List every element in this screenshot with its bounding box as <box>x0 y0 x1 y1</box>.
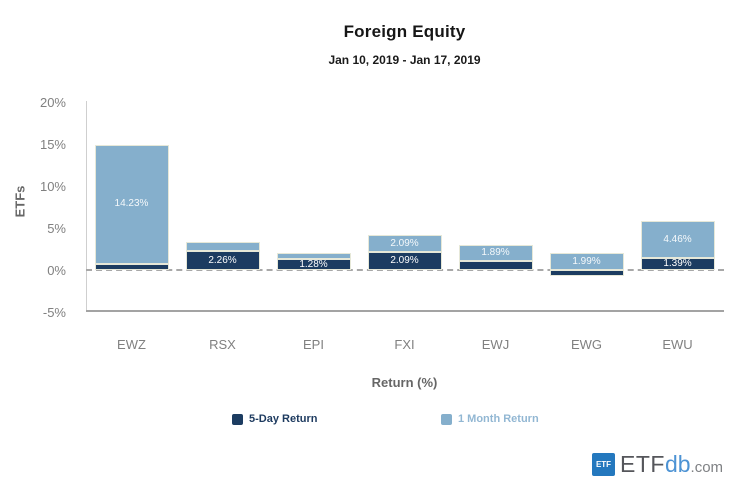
bar-1month-ewj[interactable]: 1.89% <box>458 244 533 261</box>
etfdb-logo[interactable]: ETF ETF db .com <box>592 451 723 478</box>
bar-5day-epi[interactable]: 1.28% <box>276 258 351 270</box>
x-tick-label-ewg: EWG <box>570 337 603 352</box>
bar-value-label: 2.09% <box>390 237 419 249</box>
x-tick-label-epi: EPI <box>303 337 324 352</box>
bar-1month-rsx[interactable] <box>185 241 260 251</box>
x-axis-title: Return (%) <box>371 375 438 390</box>
bar-1month-ewz[interactable]: 14.23% <box>94 144 169 265</box>
zero-baseline <box>86 269 724 271</box>
y-tick-label: 15% <box>39 137 66 152</box>
y-tick-label: -5% <box>42 305 66 320</box>
bar-1month-epi[interactable] <box>276 253 351 260</box>
bar-value-label: 1.99% <box>572 255 601 267</box>
x-tick-label-ewu: EWU <box>662 337 693 352</box>
x-tick-label-ewz: EWZ <box>117 337 146 352</box>
y-axis-line <box>86 101 87 312</box>
etfdb-logo-etf-text: ETF <box>620 451 665 477</box>
chart-title: Foreign Equity <box>343 22 466 41</box>
bar-5day-ewu[interactable]: 1.39% <box>640 258 715 270</box>
bar-5day-rsx[interactable]: 2.26% <box>185 251 260 270</box>
y-tick-label: 5% <box>47 221 66 236</box>
bar-value-label: 14.23% <box>114 198 149 210</box>
legend-swatch-icon <box>441 413 452 425</box>
legend-item-1month-return[interactable]: 1 Month Return <box>441 413 539 425</box>
bar-value-label: 1.28% <box>299 258 328 270</box>
bar-1month-ewu[interactable]: 4.46% <box>640 220 715 259</box>
bar-value-label: 2.26% <box>208 254 237 266</box>
legend-label: 5-Day Return <box>249 413 318 425</box>
etfdb-logo-com-text: .com <box>690 459 724 476</box>
bar-1month-fxi[interactable]: 2.09% <box>367 234 442 253</box>
bar-5day-ewj[interactable] <box>458 260 533 270</box>
x-tick-label-fxi: FXI <box>394 337 415 352</box>
bar-value-label: 2.09% <box>390 255 419 267</box>
etfdb-logo-db-text: db <box>664 451 691 477</box>
bar-value-label: 1.39% <box>663 258 692 270</box>
y-tick-label: 10% <box>39 179 66 194</box>
x-tick-label-ewj: EWJ <box>481 337 510 352</box>
chart-subtitle: Jan 10, 2019 - Jan 17, 2019 <box>328 53 481 67</box>
bar-5day-fxi[interactable]: 2.09% <box>367 252 442 270</box>
bar-5day-ewg[interactable] <box>549 270 624 276</box>
legend-swatch-icon <box>232 413 243 425</box>
etfdb-logo-badge-icon: ETF <box>592 453 615 476</box>
y-tick-label: 0% <box>47 263 66 278</box>
bar-value-label: 4.46% <box>663 233 692 245</box>
bar-1month-ewg[interactable]: 1.99% <box>549 253 624 270</box>
y-tick-label: 20% <box>39 95 66 110</box>
x-tick-label-rsx: RSX <box>209 337 236 352</box>
x-axis-line <box>86 310 724 312</box>
bar-5day-ewz[interactable] <box>94 264 169 270</box>
legend-label: 1 Month Return <box>458 413 539 425</box>
bar-value-label: 1.89% <box>481 246 510 258</box>
legend-item-5day-return[interactable]: 5-Day Return <box>232 413 317 425</box>
